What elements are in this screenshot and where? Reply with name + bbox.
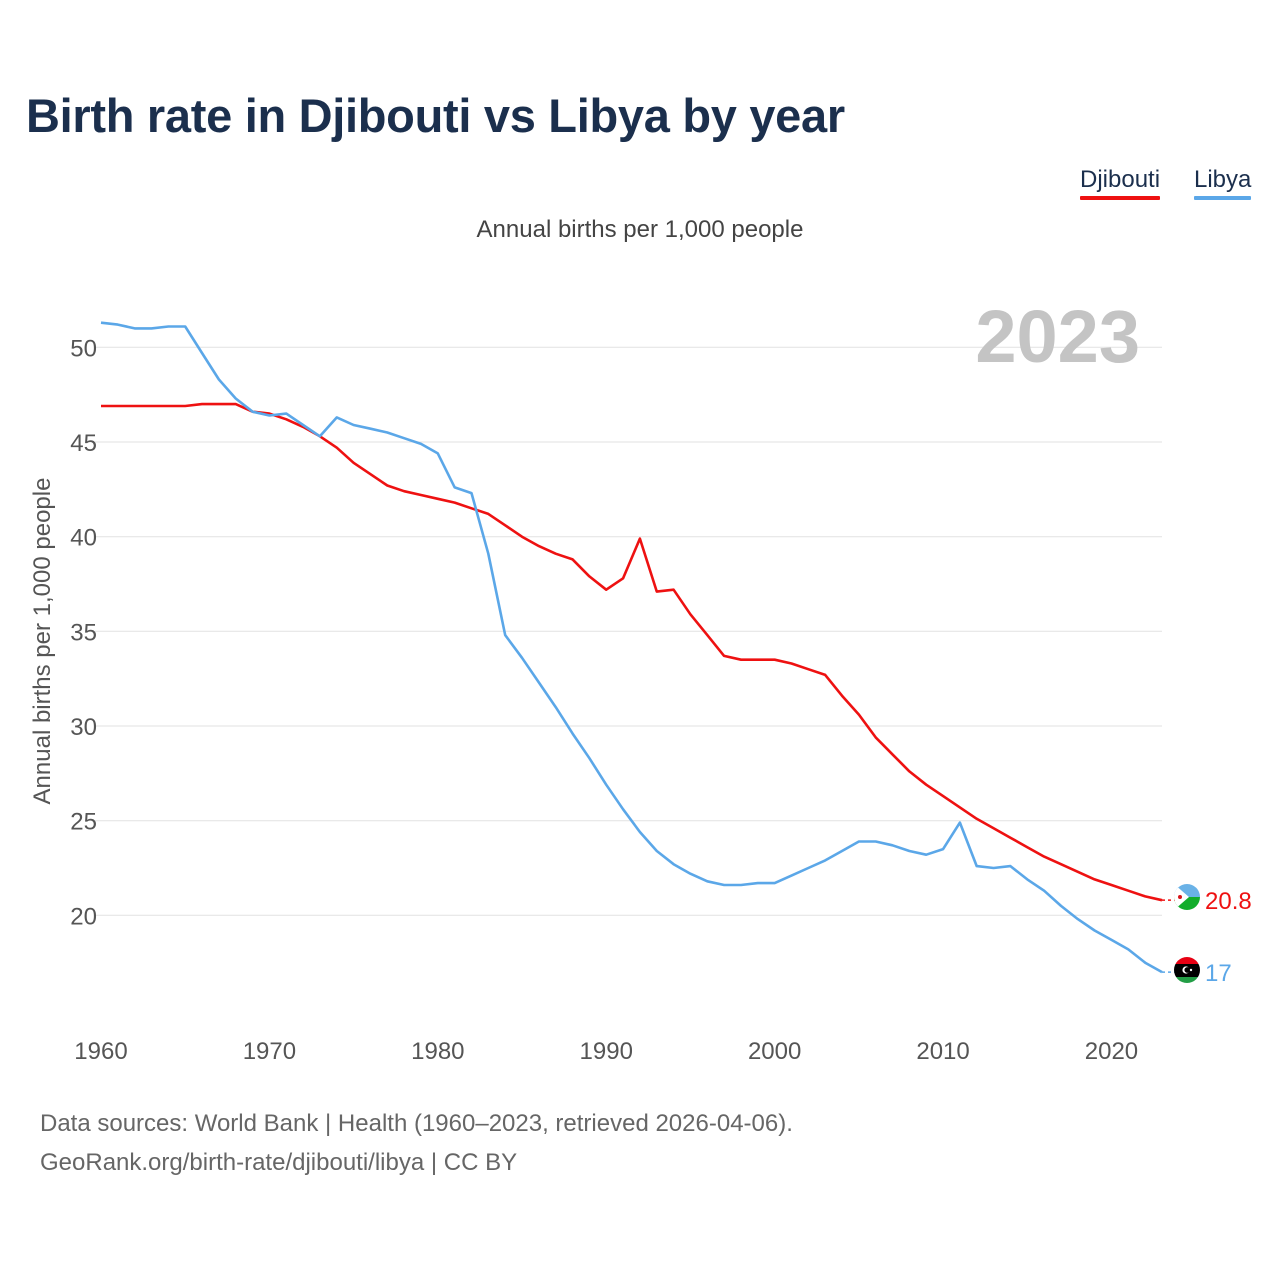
flags-layer — [1174, 884, 1200, 983]
y-tick-label: 20 — [70, 903, 97, 930]
end-value-label-djibouti: 20.8 — [1205, 888, 1252, 915]
legend-swatch-djibouti — [1080, 196, 1161, 200]
libya-flag-icon — [1174, 957, 1200, 983]
legend-swatch-libya — [1194, 196, 1252, 200]
year-watermark: 2023 — [975, 295, 1140, 378]
y-tick-label: 40 — [70, 525, 97, 552]
y-tick-label: 35 — [70, 619, 97, 646]
x-tick-label: 1990 — [580, 1038, 633, 1065]
y-tick-label: 45 — [70, 430, 97, 457]
grid-layer — [95, 346, 1162, 916]
series-line-djibouti[interactable] — [101, 402, 1163, 902]
x-tick-label: 2010 — [916, 1038, 969, 1065]
legend-label-libya: Libya — [1194, 166, 1252, 193]
footer: Data sources: World Bank | Health (1960–… — [40, 1104, 793, 1182]
legend-item-djibouti[interactable]: Djibouti — [1080, 166, 1161, 200]
end-value-label-libya: 17 — [1205, 960, 1232, 987]
series-layer: 20.8 17 — [100, 321, 1252, 987]
x-tick-label: 2020 — [1085, 1038, 1138, 1065]
axis-layer: 20 25 30 35 40 45 50 1960 1970 1980 1990 2000 2010 20… — [70, 335, 1138, 1065]
y-tick-label: 50 — [70, 335, 97, 362]
x-tick-label: 2000 — [748, 1038, 801, 1065]
chart-title: Birth rate in Djibouti vs Libya by year — [26, 89, 845, 142]
y-tick-label: 25 — [70, 809, 97, 836]
footer-sources: Data sources: World Bank | Health (1960–… — [40, 1110, 793, 1137]
chart-subtitle: Annual births per 1,000 people — [476, 216, 804, 243]
x-tick-label: 1970 — [243, 1038, 296, 1065]
x-tick-label: 1980 — [411, 1038, 464, 1065]
legend-item-libya[interactable]: Libya — [1194, 166, 1252, 200]
djibouti-flag-icon — [1174, 884, 1200, 910]
y-tick-label: 30 — [70, 714, 97, 741]
x-tick-label: 1960 — [74, 1038, 127, 1065]
series-line-libya[interactable] — [100, 321, 1163, 974]
footer-attribution[interactable]: GeoRank.org/birth-rate/djibouti/libya | … — [40, 1149, 518, 1176]
legend-label-djibouti: Djibouti — [1080, 166, 1161, 193]
y-axis-title: Annual births per 1,000 people — [29, 478, 56, 805]
